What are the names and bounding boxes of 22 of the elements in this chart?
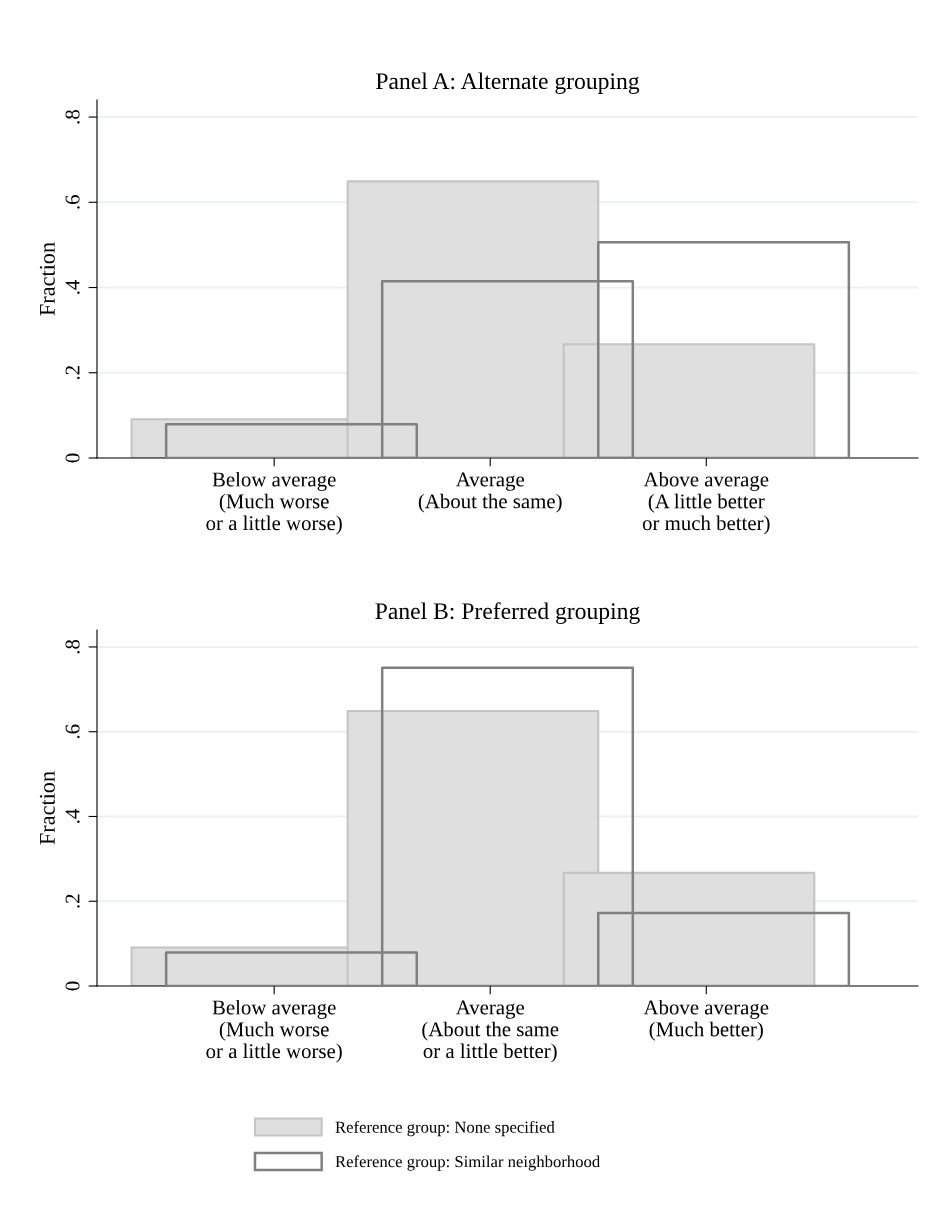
- x-tick-label: Above average (A little better or much better): [642, 471, 770, 535]
- y-tick-label: 0: [65, 453, 80, 463]
- y-axis-title: Fraction: [39, 242, 55, 316]
- y-tick-label: 0: [65, 981, 80, 991]
- y-tick-label: .2: [65, 894, 80, 908]
- y-tick-label: .4: [65, 808, 80, 823]
- y-tick-label: .4: [65, 280, 80, 294]
- y-tick-label: .8: [65, 639, 80, 654]
- x-tick-label: Average (About the same): [418, 472, 562, 513]
- y-tick-label: .8: [65, 110, 80, 124]
- chart-title: Panel B: Preferred grouping: [375, 602, 640, 624]
- y-tick-label: .6: [65, 724, 80, 739]
- chart-title: Panel A: Alternate grouping: [376, 72, 640, 94]
- y-axis-title: Fraction: [39, 771, 55, 845]
- legend-label: Reference group: Similar neighborhood: [335, 1155, 600, 1171]
- legend-label: Reference group: None specified: [335, 1120, 555, 1137]
- x-tick-label: Below average (Much worse or a little worse): [206, 471, 342, 535]
- x-tick-label: Above average (Much better): [643, 999, 769, 1041]
- y-tick-label: .2: [65, 366, 80, 380]
- x-tick-label: Average (About the same or a little better): [422, 1000, 559, 1063]
- x-tick-label: Below average (Much worse or a little worse): [206, 999, 342, 1063]
- y-tick-label: .6: [65, 195, 80, 209]
